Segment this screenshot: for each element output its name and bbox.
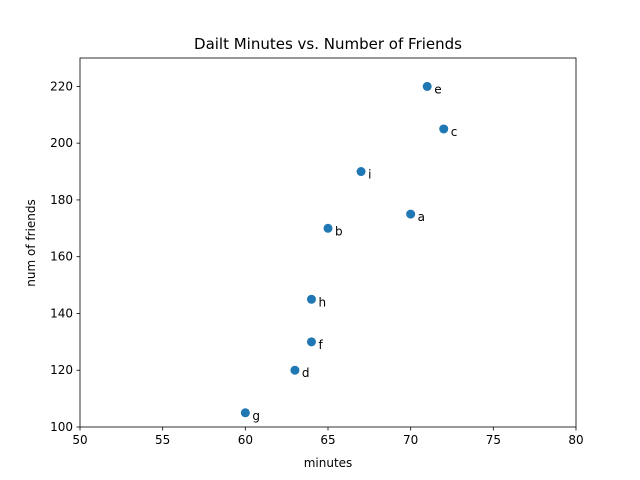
y-tick-label: 120: [50, 363, 73, 377]
data-point: [406, 209, 416, 219]
x-tick-label: 65: [320, 433, 335, 447]
x-axis-label: minutes: [304, 456, 353, 470]
y-axis-label: num of friends: [24, 199, 38, 286]
data-point: [356, 167, 366, 177]
y-tick-label: 200: [50, 136, 73, 150]
x-tick-label: 70: [403, 433, 418, 447]
x-tick-label: 55: [155, 433, 170, 447]
y-tick-label: 220: [50, 79, 73, 93]
x-tick-label: 75: [486, 433, 501, 447]
chart-title: Dailt Minutes vs. Number of Friends: [194, 35, 462, 53]
data-point: [422, 81, 432, 91]
point-label: b: [335, 224, 343, 238]
x-tick-label: 50: [72, 433, 87, 447]
data-point: [240, 408, 250, 418]
point-label: e: [434, 82, 441, 96]
point-label: g: [252, 409, 260, 423]
point-label: a: [418, 210, 425, 224]
y-tick-label: 160: [50, 250, 73, 264]
data-point: [439, 124, 449, 134]
point-label: h: [318, 295, 326, 309]
data-point: [290, 365, 300, 375]
point-label: i: [368, 168, 371, 182]
y-tick-label: 180: [50, 193, 73, 207]
y-tick-label: 140: [50, 306, 73, 320]
data-point: [306, 294, 316, 304]
y-tick-label: 100: [50, 420, 73, 434]
data-point: [323, 223, 333, 233]
point-label: d: [302, 366, 310, 380]
x-tick-label: 80: [568, 433, 583, 447]
data-point: [306, 337, 316, 347]
x-tick-label: 60: [238, 433, 253, 447]
plot-area: 50 55 60 65 70 75 80 100 120 140 160 180 200 220 a b c d e…: [50, 57, 584, 447]
axes-frame: [79, 57, 577, 428]
point-label: f: [318, 338, 323, 352]
point-label: c: [451, 125, 458, 139]
